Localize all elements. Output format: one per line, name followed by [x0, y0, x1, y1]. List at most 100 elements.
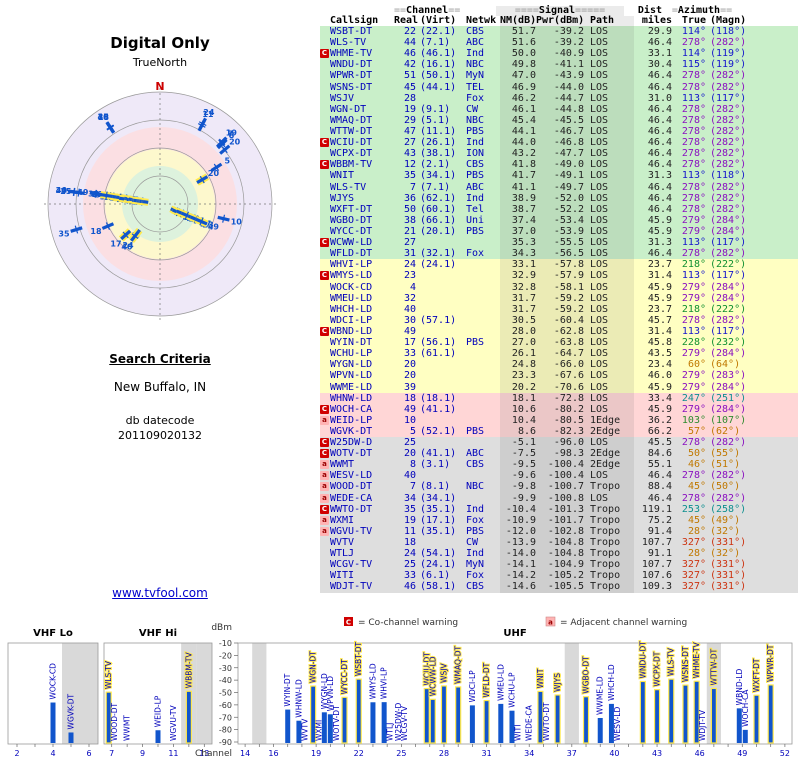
callsign-cell[interactable]: WSJV	[330, 92, 355, 104]
callsign-cell[interactable]: WYIN-DT	[330, 337, 373, 349]
azimuth-true-cell: 279°	[681, 292, 706, 304]
warning-marker-cell	[320, 182, 330, 193]
callsign-cell[interactable]: WOCK-CD	[330, 281, 373, 293]
callsign-cell[interactable]: WYCC-DT	[330, 225, 373, 237]
callsign-cell[interactable]: WITI	[330, 570, 355, 582]
bar-callsign-label: WBND-LD	[735, 669, 744, 706]
callsign-cell[interactable]: WWME-LD	[330, 381, 373, 393]
azimuth-true-cell: 278°	[681, 492, 706, 504]
station-row: a WWMT 8 (3.1) CBS -9.5 -100.4 2Edge 55.1 46° (51°…	[320, 459, 798, 471]
dist-miles-cell: 43.5	[647, 348, 672, 360]
callsign-cell[interactable]: WYGN-LD	[330, 359, 373, 371]
callsign-cell[interactable]: WESV-LD	[330, 470, 373, 482]
callsign-cell[interactable]: WNDU-DT	[330, 59, 373, 71]
callsign-cell[interactable]: WWMT	[330, 459, 355, 471]
network-cell	[464, 470, 500, 481]
dist-miles-cell: 46.4	[647, 81, 672, 93]
real-channel-cell: 24	[403, 259, 416, 271]
dbm-tick-label: -20	[219, 651, 232, 660]
station-row: WVTV 18 CW -13.9 -104.8 Tropo 107.7 327° (331°)	[320, 537, 798, 549]
path-cell: LOS	[584, 159, 634, 171]
azimuth-magn-cell: (117°)	[710, 325, 747, 337]
callsign-cell[interactable]: WEID-LP	[330, 414, 373, 426]
callsign-cell[interactable]: WXMI	[330, 514, 355, 526]
callsign-cell[interactable]: WEDE-CA	[330, 492, 373, 504]
callsign-cell[interactable]: WCHU-LP	[330, 348, 373, 360]
pwr-dbm-cell: -101.3	[536, 503, 584, 515]
network-cell	[464, 415, 500, 426]
callsign-cell[interactable]: WGN-DT	[330, 103, 367, 115]
bar-callsign-label: WGVU-TV	[169, 705, 178, 741]
callsign-cell[interactable]: WOTV-DT	[330, 448, 373, 460]
callsign-cell[interactable]: WCIU-DT	[330, 137, 373, 149]
azimuth-magn-cell: (282°)	[710, 437, 747, 449]
dbm-tick-label: -80	[219, 726, 232, 735]
real-channel-cell: 33	[403, 570, 416, 582]
callsign-cell[interactable]: WNIT	[330, 170, 355, 182]
azimuth-magn-cell: (232°)	[710, 337, 747, 349]
network-cell	[464, 315, 500, 326]
callsign-cell[interactable]: WVTV	[330, 537, 355, 549]
signal-analysis-table: ==Channel== ====Signal===== Dist =Azimut…	[320, 6, 798, 593]
callsign-cell[interactable]: WDJT-TV	[330, 581, 373, 593]
callsign-cell[interactable]: WLS-TV	[330, 181, 367, 193]
azimuth-true-cell: 45°	[687, 514, 706, 526]
callsign-cell[interactable]: WGVK-DT	[330, 425, 373, 437]
callsign-cell[interactable]: WFLD-DT	[330, 248, 373, 260]
callsign-cell[interactable]: WCPX-DT	[330, 148, 373, 160]
station-row: C WHME-TV 46 (46.1) Ind 50.0 -40.9 LOS 33.1 114° (…	[320, 48, 798, 60]
azimuth-magn-cell: (284°)	[710, 214, 747, 226]
callsign-cell[interactable]: WXFT-DT	[330, 203, 373, 215]
callsign-cell[interactable]: WHME-TV	[330, 48, 373, 60]
callsign-cell[interactable]: WSBT-DT	[330, 26, 373, 37]
azimuth-magn-cell: (32°)	[710, 548, 741, 560]
co-channel-warning-badge: C	[320, 449, 329, 459]
callsign-cell[interactable]: WGBO-DT	[330, 214, 373, 226]
station-row: a WGVU-TV 11 (35.1) PBS -12.0 -102.8 Tropo 91.4 2…	[320, 525, 798, 538]
callsign-cell[interactable]: WPWR-DT	[330, 70, 373, 82]
callsign-cell[interactable]: WHCH-LD	[330, 303, 373, 315]
warning-marker-cell: C	[320, 504, 330, 515]
dist-miles-cell: 46.4	[647, 70, 672, 82]
signal-bar	[710, 687, 717, 744]
warning-marker-cell: a	[320, 470, 330, 481]
callsign-cell[interactable]: WHNW-LD	[330, 392, 373, 404]
real-channel-cell: 38	[403, 214, 416, 226]
virtual-channel-cell	[416, 326, 464, 337]
callsign-cell[interactable]: WOOD-DT	[330, 481, 373, 493]
dist-miles-cell: 23.7	[647, 303, 672, 315]
callsign-cell[interactable]: WDCI-LP	[330, 314, 373, 326]
dbm-axis-label: dBm	[211, 623, 232, 633]
callsign-cell[interactable]: W25DW-D	[330, 437, 373, 449]
warning-marker-cell	[320, 193, 330, 204]
callsign-cell[interactable]: WSNS-DT	[330, 81, 373, 93]
callsign-cell[interactable]: WJYS	[330, 192, 355, 204]
callsign-cell[interactable]: WTTW-DT	[330, 125, 373, 137]
warning-marker-cell: C	[320, 48, 330, 59]
station-channel-label: 18	[98, 113, 110, 122]
callsign-cell[interactable]: WTLJ	[330, 548, 355, 560]
channel-group-header: ==Channel==	[394, 5, 461, 16]
warning-marker-cell	[320, 259, 330, 270]
callsign-cell[interactable]: WOCH-CA	[330, 403, 373, 415]
callsign-cell[interactable]: WWTO-DT	[330, 503, 373, 515]
callsign-cell[interactable]: WBND-LD	[330, 325, 373, 337]
callsign-cell[interactable]: WHVI-LP	[330, 259, 373, 271]
callsign-cell[interactable]: WCGV-TV	[330, 559, 373, 571]
callsign-cell[interactable]: WMAQ-DT	[330, 114, 373, 126]
network-cell: ION	[466, 148, 485, 160]
callsign-cell[interactable]: WMEU-LD	[330, 292, 373, 304]
callsign-cell[interactable]: WGVU-TV	[330, 525, 373, 537]
tvfool-link[interactable]: www.tvfool.com	[112, 586, 208, 600]
bar-callsign-label: WMYS-LD	[368, 663, 377, 699]
real-channel-cell: 40	[403, 470, 416, 482]
path-cell: LOS	[584, 137, 634, 149]
path-cell: LOS	[584, 303, 634, 315]
callsign-cell[interactable]: WBBM-TV	[330, 159, 373, 171]
dist-miles-cell: 46.4	[647, 492, 672, 504]
callsign-cell[interactable]: WMYS-LD	[330, 270, 373, 282]
callsign-cell[interactable]: WLS-TV	[330, 37, 367, 49]
callsign-cell[interactable]: WCWW-LD	[330, 237, 373, 249]
callsign-cell[interactable]: WPVN-LD	[330, 370, 373, 382]
warning-marker-cell	[320, 115, 330, 126]
